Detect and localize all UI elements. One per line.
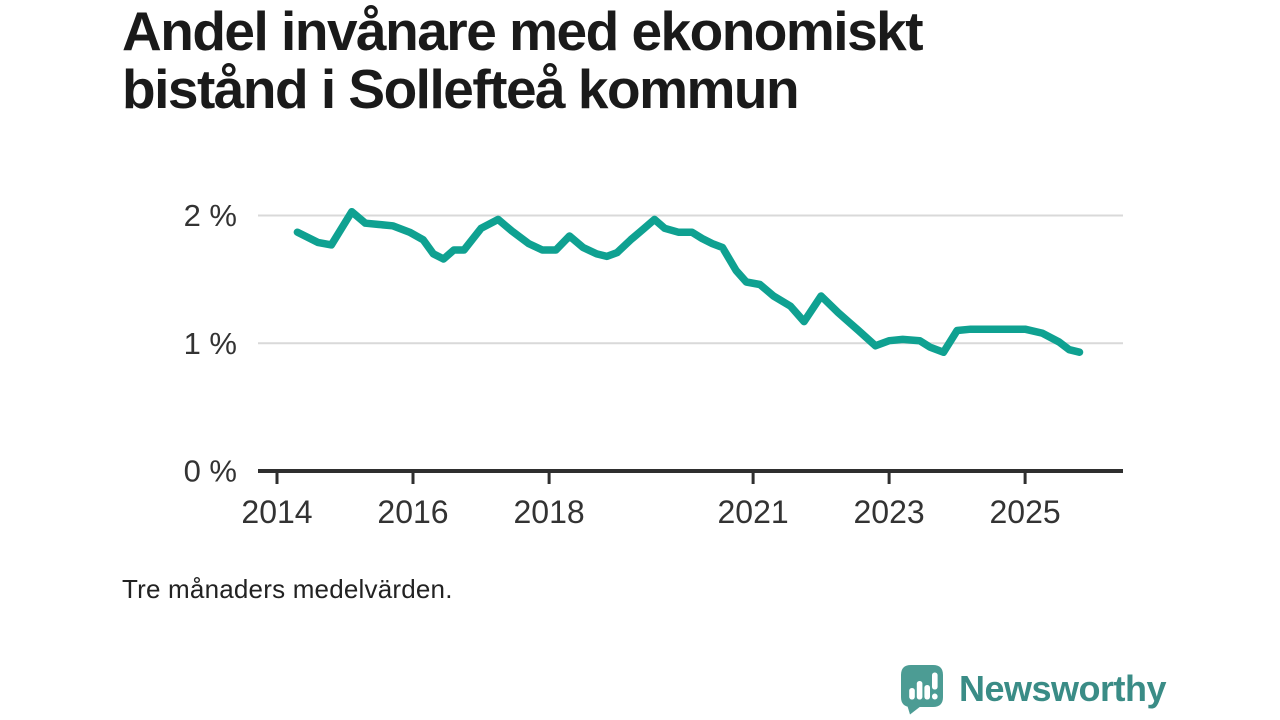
x-axis-tick-label: 2018 [514, 494, 585, 530]
y-axis-tick-label: 1 % [184, 326, 237, 361]
logo-bar-tall [916, 681, 923, 700]
logo-bar-short [909, 688, 915, 700]
newsworthy-wordmark: Newsworthy [959, 667, 1167, 709]
y-axis-tick-label: 0 % [184, 454, 237, 489]
x-axis-tick-label: 2025 [990, 494, 1061, 530]
y-axis-tick-label: 2 % [184, 198, 237, 233]
chart-footnote: Tre månaders medelvärden. [122, 574, 453, 604]
x-axis-tick-label: 2016 [377, 494, 448, 530]
newsworthy-logo: Newsworthy [897, 660, 1167, 717]
x-axis-tick-label: 2014 [241, 494, 312, 530]
logo-bar-medium [924, 685, 930, 700]
bar-chart-speech-bubble-icon [901, 665, 943, 715]
x-axis-tick-label: 2021 [718, 494, 789, 530]
x-axis-tick-label: 2023 [854, 494, 925, 530]
logo-exclamation-dot [932, 693, 938, 700]
speech-bubble-tail [905, 698, 921, 715]
data-line [293, 207, 1084, 356]
page-title: Andel invånare med ekonomiskt bistånd i … [122, 0, 924, 120]
logo-exclamation-stem [932, 672, 938, 690]
